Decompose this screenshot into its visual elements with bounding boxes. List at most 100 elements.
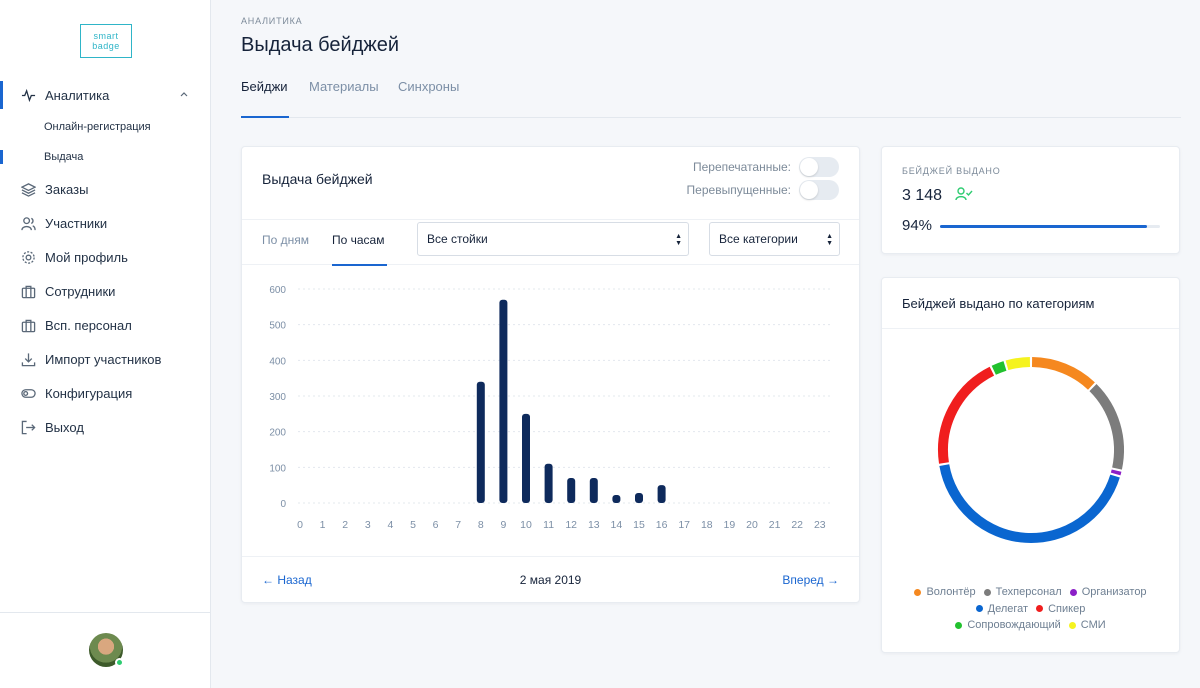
donut-slice-6 [991,361,1007,375]
sidebar-item-label: Аналитика [45,87,110,103]
x-tick-label: 18 [701,519,713,531]
activity-icon [20,87,36,103]
stands-select[interactable]: Все стойки ▲ ▼ [417,222,689,256]
x-tick-label: 11 [543,519,554,531]
sidebar-item-issuance[interactable]: Выдача [0,142,210,172]
x-tick-label: 23 [814,519,826,531]
y-tick-label: 100 [269,463,286,474]
back-link[interactable]: ← Назад [262,573,312,587]
x-tick-label: 7 [455,519,461,531]
legend-label: Волонтёр [926,586,976,598]
x-tick-label: 19 [724,519,736,531]
sidebar-item-analytics[interactable]: Аналитика [0,78,210,112]
legend-item[interactable]: Делегат [975,601,1028,617]
categories-select[interactable]: Все категории ▲ ▼ [709,222,840,256]
legend-row: Делегат Спикер [882,601,1179,618]
x-tick-label: 15 [633,519,645,531]
bar [567,478,576,503]
forward-link[interactable]: Вперед → [782,573,839,587]
logout-icon [20,419,36,435]
bar [589,478,598,503]
legend-item[interactable]: СМИ [1068,617,1106,633]
legend-item[interactable]: Техперсонал [983,584,1062,600]
badge-issuance-card: Выдача бейджей Перепечатанные: Перевыпущ… [241,146,860,603]
legend-item[interactable]: Сопровождающий [955,617,1061,633]
sidebar-item-online-registration[interactable]: Онлайн-регистрация [0,112,210,142]
x-tick-label: 8 [478,519,484,531]
sidebar-item-staff[interactable]: Сотрудники [0,274,210,308]
y-tick-label: 500 [269,321,286,332]
card-title: Бейджей выдано по категориям [902,296,1095,311]
x-tick-label: 16 [656,519,668,531]
bar [612,495,621,503]
sidebar-item-label: Заказы [45,181,89,197]
sidebar-item-label: Мой профиль [45,249,128,265]
logo-line-1: smart [93,31,119,41]
legend-label: Организатор [1081,586,1147,598]
x-tick-label: 1 [320,519,326,531]
select-arrows-icon: ▲ ▼ [675,233,682,247]
sidebar-item-logout[interactable]: Выход [0,410,210,444]
category-donut-card: Бейджей выдано по категориям Волонтёр Тех… [881,277,1180,653]
x-tick-label: 17 [678,519,690,531]
x-tick-label: 9 [500,519,506,531]
subtab-by-day[interactable]: По дням [262,233,310,247]
briefcase-icon [20,283,36,299]
date-navigation: 2 мая 2019 ← Назад Вперед → [242,556,859,602]
sidebar-item-configuration[interactable]: Конфигурация [0,376,210,410]
tab-badges[interactable]: Бейджи [241,79,288,94]
y-tick-label: 200 [269,428,286,439]
donut-legend: Волонтёр Техперсонал Организатор Делегат Спи… [882,584,1179,634]
donut-slice-2 [1089,383,1124,470]
x-tick-label: 0 [297,519,303,531]
sidebar-nav: Аналитика Онлайн-регистрация Выдача Зака… [0,78,210,444]
stands-select-value: Все стойки [427,232,488,246]
sidebar-item-label: Импорт участников [45,351,162,367]
x-tick-label: 2 [342,519,348,531]
reissued-toggle-row: Перевыпущенные: [687,180,839,200]
tab-materials[interactable]: Материалы [309,79,379,94]
card-title: Выдача бейджей [262,171,373,187]
gear-icon [20,249,36,265]
sidebar-item-participants[interactable]: Участники [0,206,210,240]
legend-item[interactable]: Волонтёр [914,584,976,600]
reissued-toggle[interactable] [799,180,839,200]
x-tick-label: 22 [791,519,803,531]
sidebar-item-profile[interactable]: Мой профиль [0,240,210,274]
layers-icon [20,181,36,197]
sidebar-item-orders[interactable]: Заказы [0,172,210,206]
legend-label: Техперсонал [995,586,1062,598]
badges-issued-count: 3 148 [902,187,943,204]
issued-progress-fill [940,225,1147,228]
y-tick-label: 600 [269,285,286,296]
donut-slice-7 [1005,357,1031,371]
reprinted-toggle[interactable] [799,157,839,177]
sidebar-item-label: Онлайн-регистрация [44,121,151,133]
legend-row: Волонтёр Техперсонал Организатор [882,584,1179,601]
tab-syncs[interactable]: Синхроны [398,79,460,94]
sidebar-item-label: Конфигурация [45,385,133,401]
sidebar-item-label: Выход [45,419,84,435]
sidebar-item-support-staff[interactable]: Всп. персонал [0,308,210,342]
bar [657,485,666,503]
bar [499,299,508,503]
toggle-icon [20,385,36,401]
legend-item[interactable]: Спикер [1036,601,1085,617]
chevron-up-icon[interactable] [180,90,188,98]
legend-label: СМИ [1080,619,1106,631]
badges-issued-card: БЕЙДЖЕЙ ВЫДАНО 3 148 94% [881,146,1180,254]
smartbadge-logo[interactable]: smart badge [80,24,132,58]
subtab-by-hour[interactable]: По часам [332,233,385,247]
x-tick-label: 5 [410,519,416,531]
sidebar-item-label: Участники [45,215,108,231]
sidebar-item-import[interactable]: Импорт участников [0,342,210,376]
select-arrows-icon: ▲ ▼ [826,233,833,247]
filter-bar: По дням По часам Все стойки ▲ ▼ Все катег… [242,219,859,266]
legend-label: Спикер [1048,602,1086,615]
y-tick-label: 400 [269,356,286,367]
current-date: 2 мая 2019 [519,573,582,587]
avatar[interactable] [89,633,124,667]
category-donut-chart [938,357,1124,543]
legend-item[interactable]: Организатор [1069,584,1147,600]
breadcrumb: АНАЛИТИКА [241,16,303,26]
